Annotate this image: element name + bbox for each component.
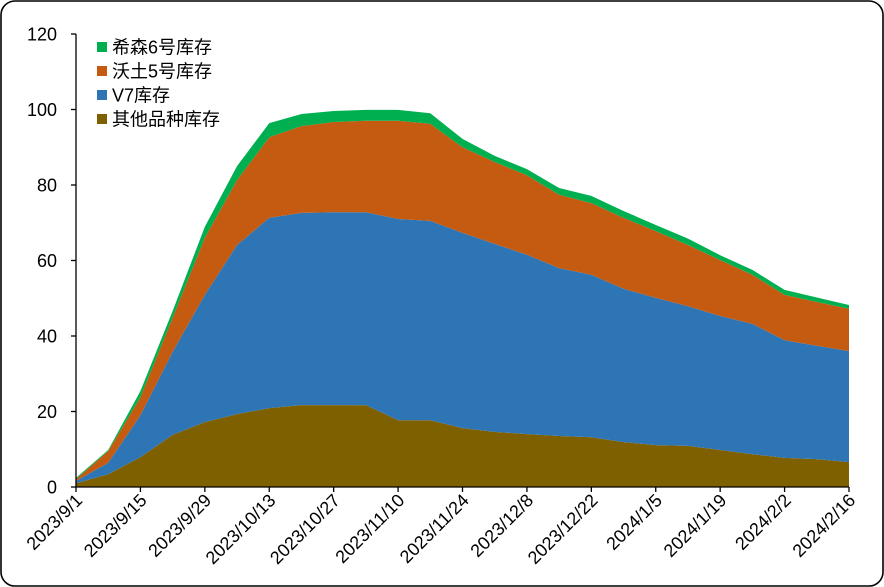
legend-swatch [97,42,107,52]
legend-swatch [97,90,107,100]
legend-swatch [97,114,107,124]
plot-areas [76,109,849,487]
y-tick-label: 0 [47,477,57,497]
legend-swatch [97,66,107,76]
legend-item-v7: V7库存 [97,85,170,105]
legend-item-wotu-5: 沃土5号库存 [97,61,212,81]
legend-item-other-varieties: 其他品种库存 [97,109,220,129]
y-tick-label: 40 [37,326,57,346]
other-varieties-area [76,405,849,487]
legend-label: 希森6号库存 [112,37,212,57]
legend-label: V7库存 [112,85,170,105]
y-tick-label: 120 [27,24,57,44]
legend-label: 沃土5号库存 [112,61,212,81]
y-tick-label: 100 [27,100,57,120]
legend-label: 其他品种库存 [112,109,220,129]
y-tick-label: 20 [37,402,57,422]
wotu-5-area [76,120,849,482]
legend-item-xisen-6: 希森6号库存 [97,37,212,57]
y-tick-label: 60 [37,251,57,271]
y-axis: 0 20 40 60 80 100 120 [27,24,77,497]
y-tick-label: 80 [37,175,57,195]
v7-area [76,212,849,484]
